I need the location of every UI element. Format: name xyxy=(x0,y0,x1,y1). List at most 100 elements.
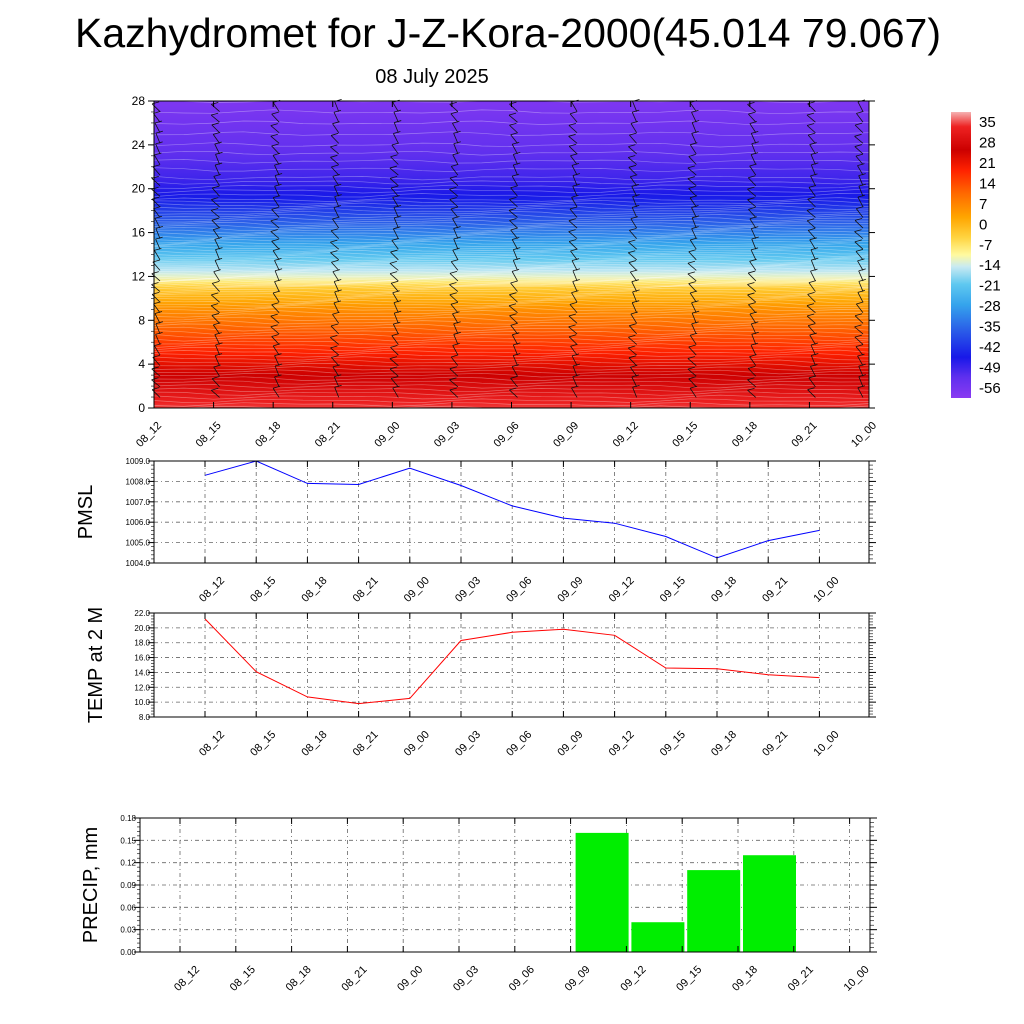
wind-barb xyxy=(569,113,578,123)
wind-barb xyxy=(631,207,638,218)
wind-barb-flag xyxy=(808,323,816,326)
wind-barb xyxy=(629,134,637,144)
wind-barb-flag xyxy=(391,185,399,189)
wind-barb xyxy=(453,143,459,155)
wind-barb xyxy=(272,197,280,208)
wind-barb xyxy=(508,305,518,314)
pmsl-xtick-label: 09_03 xyxy=(453,575,483,605)
wind-barb-flag xyxy=(571,258,580,261)
wind-barb-flag xyxy=(330,133,339,136)
wind-barb-flag xyxy=(451,354,459,358)
wind-barb xyxy=(390,282,399,292)
pmsl-chart: 1004.0 1005.0 1006.0 1007.0 1008.0 1009.0 08_1… xyxy=(75,457,876,605)
wind-barb-flag xyxy=(750,342,759,346)
wind-barb-flag xyxy=(747,197,755,201)
temp-xtick-label: 09_18 xyxy=(709,729,739,759)
wind-barb-flag xyxy=(389,260,397,264)
wind-barb xyxy=(856,303,864,313)
wind-barb-flag xyxy=(392,290,400,294)
temp-xtick-label: 09_00 xyxy=(402,729,432,759)
wind-barb xyxy=(453,334,459,345)
wind-barb xyxy=(688,346,697,356)
wind-barb xyxy=(393,122,399,133)
wind-barb-flag xyxy=(154,311,163,314)
wind-barb-flag xyxy=(452,342,460,346)
wind-barb xyxy=(330,230,340,239)
wind-barb-flag xyxy=(629,323,637,327)
wind-barb-flag xyxy=(750,247,759,251)
wind-barb-flag xyxy=(807,123,815,126)
wind-barb xyxy=(390,187,399,197)
wind-barb-flag xyxy=(747,186,755,190)
wind-barb xyxy=(632,387,638,398)
wind-barb xyxy=(568,125,578,134)
wind-barb xyxy=(570,250,578,261)
wind-barb xyxy=(691,228,697,239)
wind-barb xyxy=(749,313,757,324)
wind-barb xyxy=(807,134,816,144)
precip-xtick-label: 08_15 xyxy=(228,964,258,994)
colorbar-label: -7 xyxy=(979,237,992,254)
wind-barb xyxy=(855,251,864,261)
contour-line xyxy=(153,263,870,268)
wind-barb xyxy=(857,292,864,303)
wind-barb-flag xyxy=(274,258,282,261)
wind-barb xyxy=(569,304,578,313)
wind-barb xyxy=(858,185,864,197)
wind-barb xyxy=(330,157,340,165)
wind-barb xyxy=(449,199,459,208)
wind-barb xyxy=(572,365,578,377)
colorbar-swatch xyxy=(951,112,971,398)
wind-barb xyxy=(571,292,578,303)
wind-barb xyxy=(571,165,578,176)
pmsl-ytick-label: 1008.0 xyxy=(126,477,151,486)
wind-barb xyxy=(856,113,864,123)
contour-line xyxy=(153,241,870,246)
wind-barb xyxy=(333,186,340,197)
wind-barb-flag xyxy=(691,300,699,304)
wind-barb xyxy=(568,315,578,324)
precip-xtick-label: 10_00 xyxy=(842,964,872,994)
wind-barb xyxy=(631,302,638,313)
wind-barb-flag xyxy=(154,152,162,156)
wind-barb xyxy=(271,209,280,218)
wind-barb xyxy=(449,188,459,197)
wind-barb xyxy=(568,241,578,250)
wind-barb-flag xyxy=(568,313,576,317)
wind-barb xyxy=(270,135,280,144)
contour-line xyxy=(153,273,870,279)
wind-barb xyxy=(858,175,864,186)
wind-barb-flag xyxy=(333,109,342,113)
wind-barb xyxy=(572,186,578,197)
wind-barb-flag xyxy=(153,206,161,209)
heatmap-xtick-label: 08_12 xyxy=(134,420,164,450)
wind-barb xyxy=(854,124,864,134)
upper-air-heatmap: 0 4 8 12 16 20 24 28 08_12 08_15 08_18 08_21 09_00 09… xyxy=(132,94,879,450)
wind-barb xyxy=(274,355,280,366)
contour-line xyxy=(153,356,870,361)
wind-barb xyxy=(213,176,220,186)
wind-barb xyxy=(572,270,578,282)
wind-barb xyxy=(272,345,280,356)
wind-barb xyxy=(510,187,518,197)
wind-barb-flag xyxy=(629,227,637,231)
wind-barb xyxy=(155,238,161,250)
wind-barb-flag xyxy=(855,248,864,252)
wind-barb xyxy=(688,251,697,261)
wind-barb xyxy=(212,134,220,144)
wind-barb-flag xyxy=(450,111,458,115)
wind-barb xyxy=(747,199,757,208)
wind-barb xyxy=(330,347,340,356)
wind-barb xyxy=(568,136,578,144)
wind-barb xyxy=(687,262,697,271)
contour-line xyxy=(153,261,870,266)
wind-barb-flag xyxy=(214,257,223,261)
wind-barb-flag xyxy=(211,313,220,316)
heatmap-ytick-label: 4 xyxy=(138,357,145,371)
wind-barb-flag xyxy=(333,300,342,304)
wind-barb-flag xyxy=(631,374,639,378)
wind-barb-flag xyxy=(854,334,862,338)
wind-barb xyxy=(691,323,697,335)
wind-barb-flag xyxy=(855,153,864,157)
contour-line xyxy=(153,245,870,250)
